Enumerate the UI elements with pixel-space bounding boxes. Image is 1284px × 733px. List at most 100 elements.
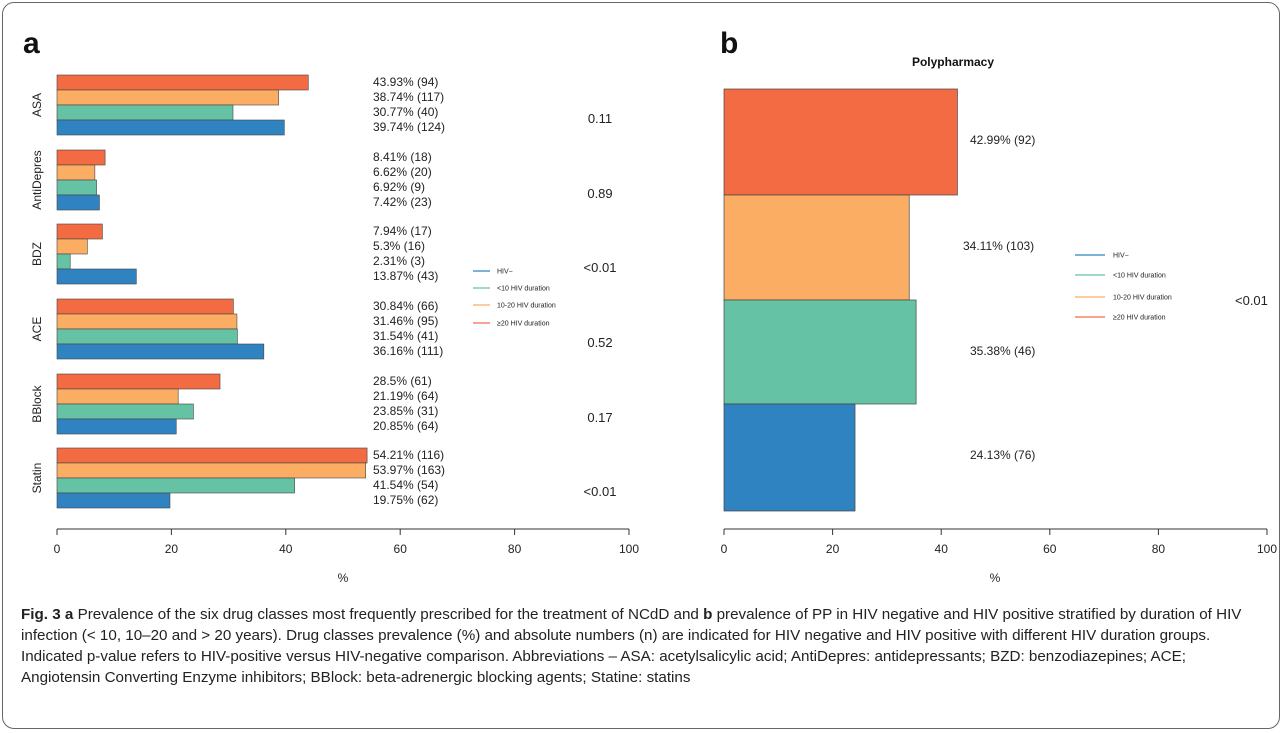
category-label-statin: Statin [30,463,44,494]
bar-statin-1 [56,462,367,479]
poly-x-tick-label-3: 60 [1043,542,1057,556]
x-tick-label-3: 60 [394,542,408,556]
poly-x-axis-title: % [990,571,1001,585]
x-tick-label-4: 80 [508,542,522,556]
bar-bblock-0 [56,373,221,390]
poly-x-tick-label-1: 20 [826,542,840,556]
bar-label-antidepres-3: 7.42% (23) [373,195,432,209]
poly-bar-label-1: 34.11% (103) [963,239,1034,253]
p-value-statin: <0.01 [584,484,617,499]
x-tick-label-5: 100 [619,542,639,556]
legend-label-1: <10 HIV duration [497,286,550,293]
p-value-antidepres: 0.89 [587,186,612,201]
poly-legend-label-3: ≥20 HIV duration [1113,315,1166,322]
panel-letter-a: a [23,27,40,60]
poly-legend-label-0: HIV− [1113,253,1129,260]
p-value-bdz: <0.01 [584,260,617,275]
legend-label-3: ≥20 HIV duration [497,321,550,328]
bar-bdz-0 [56,223,103,240]
polypharmacy-title: Polypharmacy [912,55,994,69]
category-label-antidepres: AntiDepres [30,150,44,209]
bar-statin-0 [56,447,368,464]
bar-bblock-1 [56,388,179,405]
bar-label-bblock-1: 21.19% (64) [373,389,438,403]
bar-label-statin-0: 54.21% (116) [373,448,444,462]
panel-a-chart: 43.93% (94)38.74% (117)30.77% (40)39.74%… [30,74,639,585]
legend-label-0: HIV− [497,269,513,276]
poly-legend-label-2: 10-20 HIV duration [1113,295,1172,302]
category-label-bblock: BBlock [30,384,44,422]
poly-x-tick-label-0: 0 [721,542,728,556]
poly-bar-label-2: 35.38% (46) [970,344,1035,358]
bar-label-asa-0: 43.93% (94) [373,75,438,89]
p-value-asa: 0.11 [588,111,612,126]
poly-legend-label-1: <10 HIV duration [1113,273,1166,280]
bar-antidepres-2 [56,179,97,196]
bar-label-statin-3: 19.75% (62) [373,493,438,507]
poly-x-tick-label-5: 100 [1257,542,1277,556]
bar-label-bdz-1: 5.3% (16) [373,239,425,253]
bar-label-asa-1: 38.74% (117) [373,90,444,104]
bar-antidepres-0 [56,149,106,166]
bar-label-ace-3: 36.16% (111) [373,344,443,358]
bar-asa-3 [56,119,285,136]
poly-bar-label-3: 24.13% (76) [970,448,1035,462]
category-label-asa: ASA [30,93,44,117]
panel-letter-b: b [720,27,738,60]
poly-x-tick-label-2: 40 [935,542,949,556]
bar-asa-1 [56,89,279,106]
caption-panel-b: b [703,606,713,623]
x-tick-label-2: 40 [279,542,293,556]
poly-bar-0 [723,88,958,196]
bar-label-asa-3: 39.74% (124) [373,120,445,134]
x-tick-label-1: 20 [165,542,179,556]
bar-label-bdz-2: 2.31% (3) [373,254,425,268]
legend-label-2: 10-20 HIV duration [497,303,556,310]
bar-label-ace-2: 31.54% (41) [373,329,438,343]
bar-antidepres-3 [56,194,100,211]
caption-text-part2: prevalence of PP in HIV negative and HIV… [21,606,1242,686]
bar-bdz-1 [56,238,88,255]
poly-x-tick-label-4: 80 [1152,542,1166,556]
bar-bblock-3 [56,418,177,435]
p-value-bblock: 0.17 [587,410,612,425]
bar-label-ace-0: 30.84% (66) [373,299,438,313]
bar-bdz-3 [56,268,137,285]
poly-p-value: <0.01 [1235,293,1268,308]
panel-b-chart: 42.99% (92) 34.11% (103) 35.38% (46) 24.13%… [721,88,1277,585]
bar-label-antidepres-0: 8.41% (18) [373,150,432,164]
bar-label-antidepres-2: 6.92% (9) [373,180,425,194]
caption-panel-a: a [64,606,74,623]
x-axis-title: % [338,571,349,585]
category-label-bdz: BDZ [30,242,44,266]
bar-ace-1 [56,313,238,330]
figure-caption: Fig. 3 a Prevalence of the six drug clas… [21,604,1266,688]
caption-fig-label: Fig. 3 [21,606,61,623]
bar-label-bblock-0: 28.5% (61) [373,374,432,388]
bar-antidepres-1 [56,164,96,181]
bar-asa-0 [56,74,309,91]
bar-ace-0 [56,298,234,315]
poly-bar-label-0: 42.99% (92) [970,133,1035,147]
bar-label-statin-1: 53.97% (163) [373,463,445,477]
poly-bar-3 [723,403,856,512]
bar-label-bdz-0: 7.94% (17) [373,224,432,238]
bar-statin-2 [56,477,295,494]
bar-bblock-2 [56,403,194,420]
bar-ace-3 [56,343,265,360]
caption-text-part1: Prevalence of the six drug classes most … [73,606,704,623]
figure-svg: a b Polypharmacy 43.93% (94)38.74% (117)… [23,27,1277,585]
bar-statin-3 [56,492,171,509]
bar-label-ace-1: 31.46% (95) [373,314,438,328]
bar-label-bdz-3: 13.87% (43) [373,269,438,283]
bar-ace-2 [56,328,238,345]
category-label-ace: ACE [30,317,44,342]
bar-bdz-2 [56,253,71,270]
poly-bar-1 [723,194,910,301]
bar-label-bblock-3: 20.85% (64) [373,419,438,433]
bar-label-statin-2: 41.54% (54) [373,478,438,492]
bar-label-bblock-2: 23.85% (31) [373,404,438,418]
bar-label-antidepres-1: 6.62% (20) [373,165,432,179]
p-value-ace: 0.52 [587,335,612,350]
